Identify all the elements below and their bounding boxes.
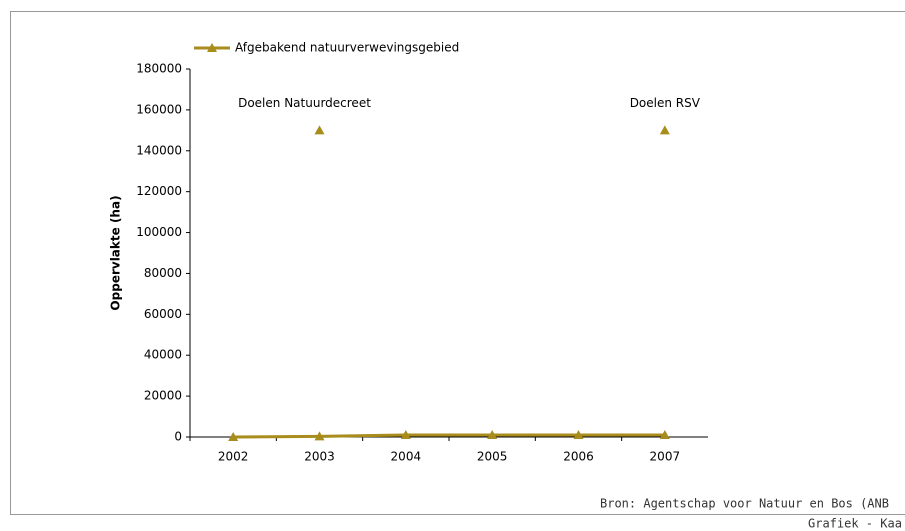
y-tick-label: 140000 [136, 143, 182, 157]
y-tick-label: 100000 [136, 225, 182, 239]
marker [659, 429, 670, 439]
marker [314, 431, 325, 441]
x-tick-label: 2002 [218, 450, 249, 464]
y-tick-label: 0 [174, 430, 182, 444]
target-marker [659, 125, 670, 135]
y-tick-label: 180000 [136, 62, 182, 76]
marker [573, 429, 584, 439]
legend-label: Afgebakend natuurverwevingsgebied [235, 41, 459, 55]
x-tick-label: 2005 [477, 450, 508, 464]
series-line [233, 433, 665, 439]
y-tick-label: 60000 [144, 307, 182, 321]
source: Bron: Agentschap voor Natuur en Bos (ANB [600, 497, 889, 511]
x-tick-label: 2006 [563, 450, 594, 464]
marker [487, 429, 498, 439]
x-tick-label: 2004 [391, 450, 422, 464]
y-tick-label: 160000 [136, 102, 182, 116]
y-tick-label: 80000 [144, 266, 182, 280]
target-marker [314, 125, 325, 135]
marker [400, 429, 411, 439]
footer: Grafiek - Kaa [808, 517, 902, 531]
legend-marker [207, 43, 217, 52]
y-axis-label: Oppervlakte (ha) [109, 195, 123, 310]
target-label: Doelen Natuurdecreet [238, 96, 371, 110]
target-label: Doelen RSV [630, 96, 701, 110]
y-tick-label: 120000 [136, 184, 182, 198]
marker [228, 432, 239, 441]
x-tick-label: 2007 [650, 450, 681, 464]
y-tick-label: 40000 [144, 348, 182, 362]
y-tick-label: 20000 [144, 389, 182, 403]
frame [10, 11, 905, 515]
x-tick-label: 2003 [304, 450, 335, 464]
